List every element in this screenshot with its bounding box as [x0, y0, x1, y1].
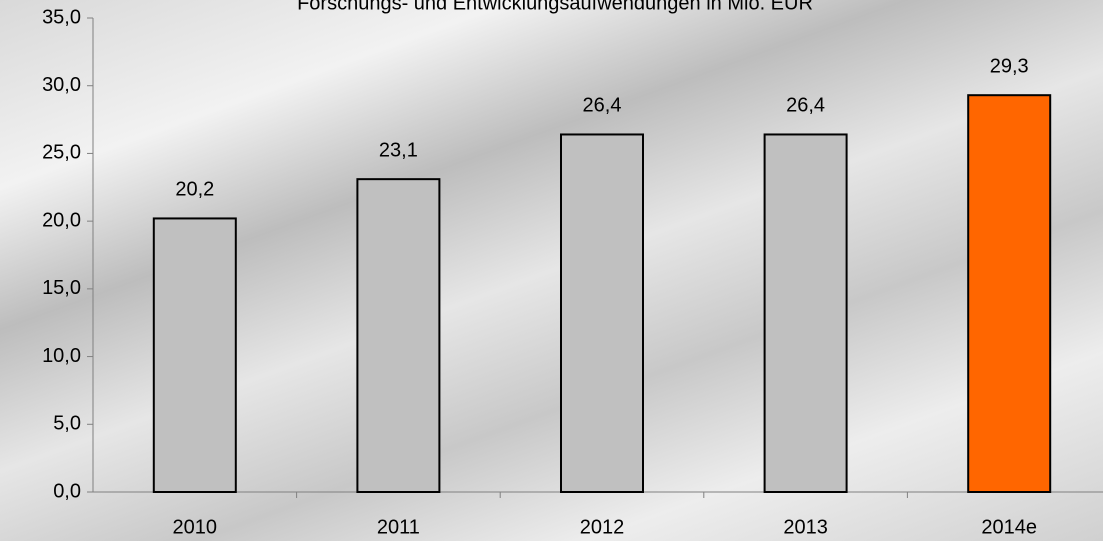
y-tick-label: 10,0	[42, 345, 81, 367]
value-label: 26,4	[583, 95, 622, 117]
x-tick-label: 2013	[783, 516, 828, 538]
bar	[763, 133, 848, 493]
value-label: 26,4	[786, 95, 825, 117]
x-tick-label: 2014e	[981, 516, 1037, 538]
chart-title: Forschungs- und Entwicklungsaufwendungen…	[297, 0, 813, 14]
x-tick-label: 2012	[580, 516, 625, 538]
y-tick-label: 0,0	[53, 480, 81, 502]
x-tick-label: 2010	[173, 516, 218, 538]
y-tick-label: 15,0	[42, 277, 81, 299]
bar	[356, 178, 441, 493]
value-label: 23,1	[379, 139, 418, 161]
bar	[152, 217, 237, 493]
value-label: 20,2	[175, 179, 214, 201]
x-tick-label: 2011	[377, 516, 420, 538]
y-tick-label: 25,0	[42, 142, 81, 164]
y-tick-label: 35,0	[42, 6, 81, 28]
value-label: 29,3	[990, 55, 1029, 77]
y-tick-label: 5,0	[53, 413, 81, 435]
y-tick-label: 20,0	[42, 209, 81, 231]
y-tick-label: 30,0	[42, 74, 81, 96]
bar	[560, 133, 644, 493]
bar	[967, 94, 1052, 494]
